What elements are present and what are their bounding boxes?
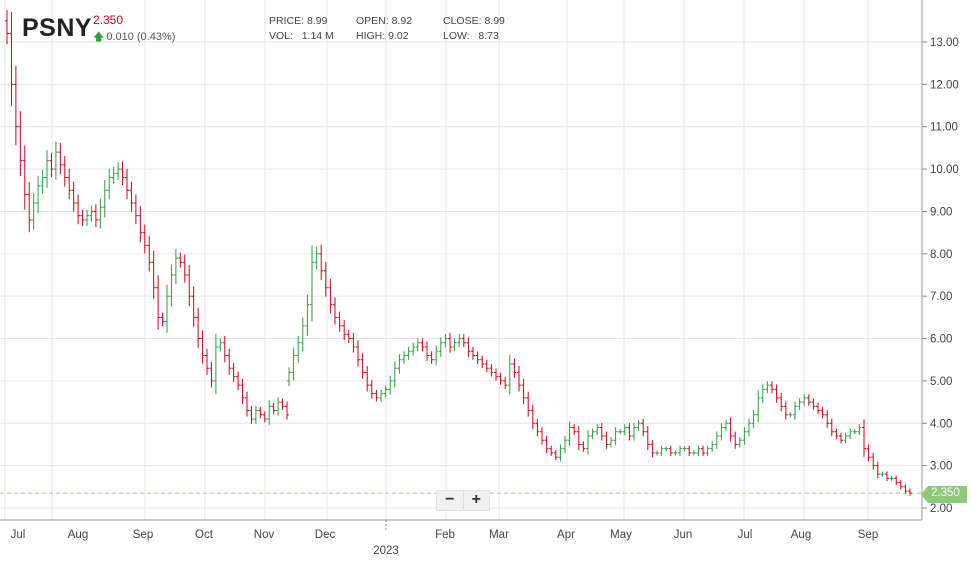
y-tick-label: 2.00 (930, 503, 952, 515)
price-label: PRICE: (269, 15, 305, 27)
low-value: 8.73 (478, 30, 499, 42)
zoom-control: − + (436, 490, 490, 511)
current-price-tag: 2.350 (921, 486, 967, 503)
y-tick-label: 10.00 (930, 164, 959, 176)
stats-open-high: OPEN: 8.92 HIGH: 9.02 (356, 14, 412, 44)
y-tick-label: 12.00 (930, 79, 959, 91)
y-tick-label: 11.00 (930, 122, 958, 134)
low-label: LOW: (443, 30, 470, 42)
stats-price-vol: PRICE: 8.99 VOL: 1.14 M (269, 14, 334, 44)
x-tick-label: Jun (674, 529, 693, 541)
y-tick-label: 3.00 (930, 461, 952, 473)
x-tick-label: Sep (858, 529, 878, 541)
high-value: 9.02 (388, 30, 409, 42)
year-label: 2023 (373, 545, 399, 557)
last-price: 2.350 (93, 13, 124, 27)
price-change: 🡅 0.010 (0.43%) (93, 28, 175, 47)
y-tick-label: 4.00 (930, 418, 952, 430)
close-value: 8.99 (484, 15, 505, 27)
price-change-value: 0.010 (0.43%) (106, 31, 176, 43)
ticker-symbol: PSNY (22, 14, 93, 42)
open-label: OPEN: (356, 15, 389, 27)
y-tick-label: 5.00 (930, 376, 952, 388)
y-tick-label: 13.00 (930, 37, 959, 49)
vol-label: VOL: (269, 30, 293, 42)
x-tick-label: Oct (195, 529, 214, 541)
x-tick-label: Dec (315, 529, 336, 541)
current-price-label: 2.350 (931, 487, 960, 499)
y-tick-label: 9.00 (930, 206, 952, 218)
close-label: CLOSE: (443, 15, 482, 27)
y-tick-label: 6.00 (930, 334, 952, 346)
stats-close-low: CLOSE: 8.99 LOW: 8.73 (443, 14, 505, 44)
zoom-in-button[interactable]: + (471, 491, 481, 508)
zoom-out-button[interactable]: − (437, 491, 464, 510)
x-tick-label: Jul (11, 529, 26, 541)
open-value: 8.92 (391, 15, 413, 27)
x-tick-label: Apr (557, 529, 575, 541)
y-tick-label: 8.00 (930, 249, 952, 261)
high-label: HIGH: (356, 30, 386, 42)
x-tick-label: Sep (133, 529, 153, 541)
x-tick-label: Feb (435, 529, 455, 541)
vol-value: 1.14 M (301, 30, 334, 42)
up-arrow-icon: 🡅 (93, 31, 105, 43)
price-value: 8.99 (306, 15, 328, 27)
x-tick-label: Mar (489, 529, 509, 541)
price-tag-shape (921, 486, 967, 503)
x-tick-label: Jul (738, 529, 753, 541)
x-tick-label: Aug (791, 529, 811, 541)
x-tick-label: Aug (68, 529, 88, 541)
x-tick-label: May (610, 529, 632, 541)
y-tick-label: 7.00 (930, 291, 952, 303)
x-tick-label: Nov (254, 529, 275, 541)
